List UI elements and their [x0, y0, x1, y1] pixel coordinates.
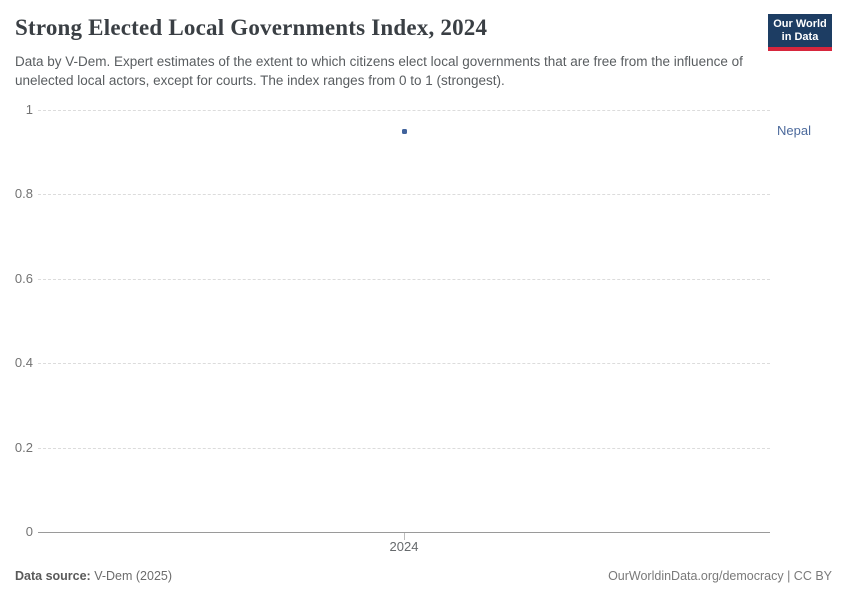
gridline-y-0.8	[38, 194, 770, 196]
owid-logo: Our World in Data	[768, 14, 832, 51]
y-axis-tick-label-1: 1	[25, 102, 33, 117]
x-axis-tick-mark	[404, 533, 405, 540]
y-axis-tick-label-0: 0	[25, 524, 33, 539]
y-axis-tick-label-0.6: 0.6	[14, 270, 33, 286]
gridline-y-0.4	[38, 363, 770, 365]
x-axis-tick-label: 2024	[389, 539, 419, 554]
gridline-y-0.6	[38, 278, 770, 280]
y-axis-tick-label-0.8: 0.8	[14, 186, 33, 202]
gridline-y-1	[38, 110, 770, 111]
owid-logo-red-bar	[768, 47, 832, 51]
chart-title: Strong Elected Local Governments Index, …	[15, 15, 488, 40]
y-axis-tick-label-0.2: 0.2	[14, 439, 33, 455]
owid-logo-box: Our World in Data	[768, 14, 832, 47]
data-point-nepal[interactable]	[401, 128, 407, 134]
owid-logo-line2: in Data	[781, 30, 819, 43]
y-axis-tick-label-0.4: 0.4	[14, 355, 33, 371]
owid-logo-line1: Our World	[773, 17, 827, 30]
gridline-y-0.2	[38, 447, 770, 449]
data-source-note: Data source: V-Dem (2025)	[15, 569, 172, 583]
entity-label-nepal[interactable]: Nepal	[777, 123, 811, 139]
credit-link[interactable]: OurWorldinData.org/democracy | CC BY	[608, 569, 832, 583]
data-source-value: V-Dem (2025)	[90, 569, 173, 583]
chart-subtitle: Data by V-Dem. Expert estimates of the e…	[15, 54, 743, 88]
data-source-label: Data source:	[15, 569, 91, 583]
x-axis-line	[38, 532, 770, 533]
chart-footer: Data source: V-Dem (2025) OurWorldinData…	[15, 569, 832, 583]
